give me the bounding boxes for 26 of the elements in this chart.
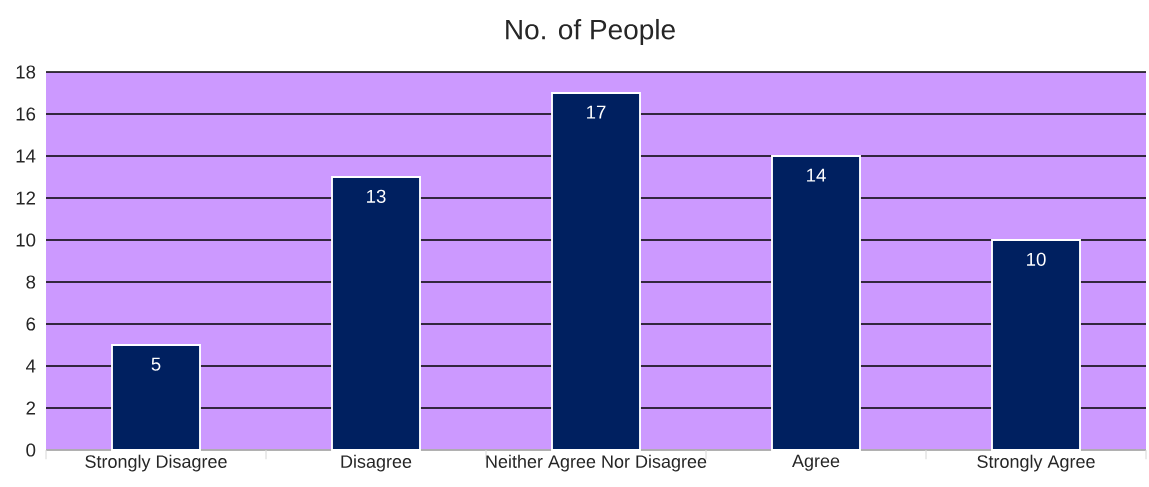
y-tick-label: 4 [26,359,36,373]
y-tick-label: 10 [16,233,36,247]
bar [771,155,861,451]
y-tick-label: 18 [16,65,36,79]
data-label: 14 [807,168,826,182]
data-label: 13 [367,189,386,203]
bar [111,344,201,451]
x-tick-label: Strongly Disagree [85,454,227,472]
data-label: 10 [1027,252,1046,266]
y-tick-label: 2 [26,401,36,415]
bar [551,92,641,451]
y-tick-label: 8 [26,275,36,289]
y-tick-label: 12 [16,191,36,205]
data-label: 5 [151,357,161,371]
bar [991,239,1081,451]
bar [331,176,421,451]
chart-title: No. of People [506,18,675,46]
data-label: 17 [587,105,606,119]
y-tick-label: 0 [26,443,36,457]
y-tick-label: 6 [26,317,36,331]
x-tick-label: Agree [792,454,840,471]
x-tick-label: Strongly Agree [977,454,1095,472]
x-tick-label: Neither Agree Nor Disagree [486,454,707,472]
y-tick-label: 16 [16,107,36,121]
x-tick-label: Disagree [341,454,412,472]
y-tick-label: 14 [16,149,36,163]
